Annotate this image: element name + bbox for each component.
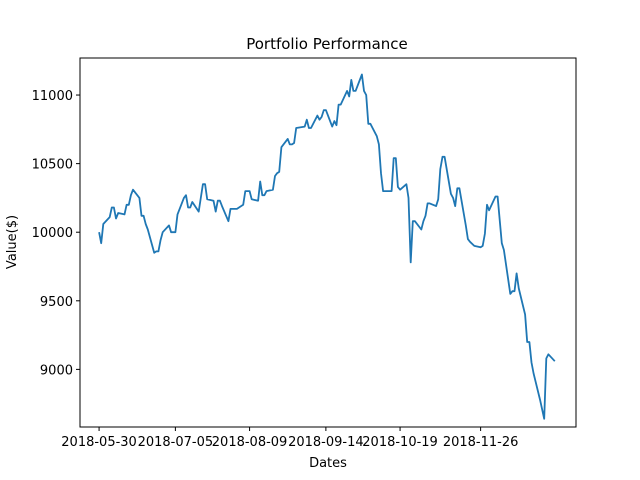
y-axis-label: Value($)	[5, 215, 20, 269]
y-tick-label: 9000	[40, 363, 73, 378]
y-tick-label: 11000	[32, 89, 73, 104]
plot-frame	[79, 57, 577, 428]
x-axis-label: Dates	[309, 456, 347, 471]
x-tick-label: 2018-11-26	[443, 435, 519, 450]
x-tick-label: 2018-05-30	[61, 435, 137, 450]
plot-area	[79, 57, 577, 428]
y-axis-ticks: 9000 9500 10000 10500 11000	[32, 89, 80, 378]
chart-title: Portfolio Performance	[246, 35, 408, 53]
y-tick-label: 10000	[32, 226, 73, 241]
x-tick-label: 2018-08-09	[212, 435, 288, 450]
x-tick-label: 2018-10-19	[362, 435, 438, 450]
portfolio-value-line	[98, 73, 556, 420]
x-tick-label: 2018-09-14	[288, 435, 364, 450]
y-tick-label: 9500	[40, 295, 73, 310]
x-tick-label: 2018-07-05	[138, 435, 214, 450]
y-tick-label: 10500	[32, 158, 73, 173]
